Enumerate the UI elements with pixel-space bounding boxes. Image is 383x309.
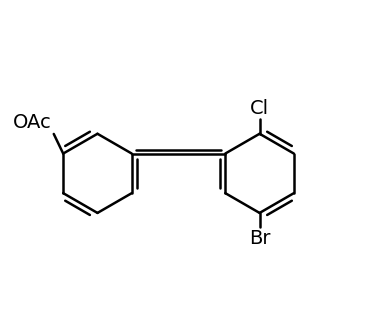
Text: OAc: OAc [13,113,52,133]
Text: Br: Br [249,229,270,248]
Text: Cl: Cl [250,99,269,118]
